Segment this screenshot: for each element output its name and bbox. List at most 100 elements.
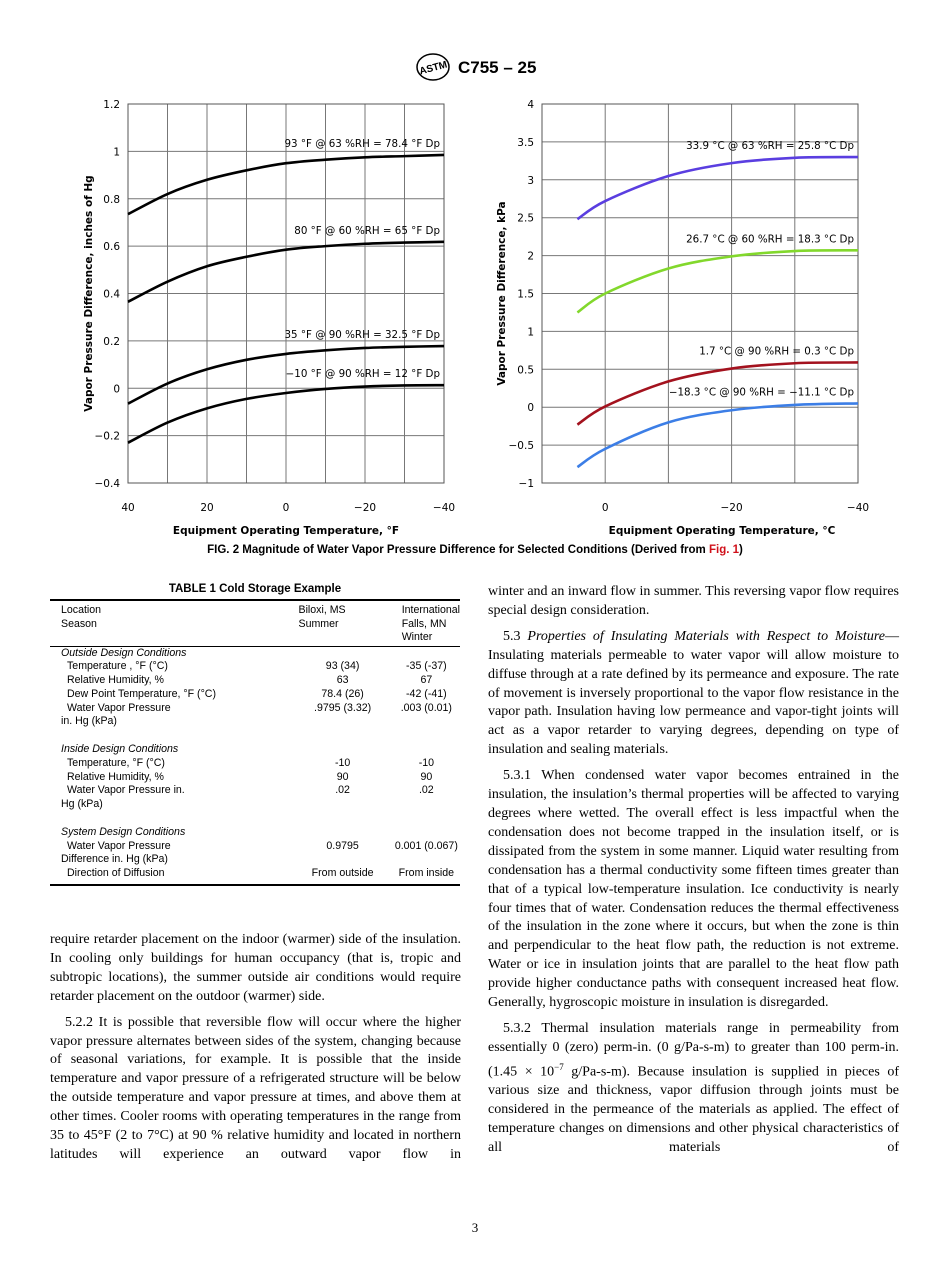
section-title: System Design Conditions [61,825,186,838]
text: g/Pa-s-m). Because insulation is supplie… [488,1064,899,1156]
fig-1-link[interactable]: Fig. 1 [708,544,740,556]
x-tick-label: −20 [721,502,743,514]
document-designation: C755 – 25 [458,58,537,77]
y-tick-label: 1.2 [103,99,120,111]
y-axis-label: Vapor Pressure Difference, inches of Hg [83,175,95,411]
series-line [576,361,859,426]
caption-end: ) [739,544,743,556]
section-title: Outside Design Conditions [61,646,187,659]
header-biloxi: Biloxi, MS [298,604,346,616]
table-row-continuation: in. Hg (kPa) [50,715,460,729]
spacer-row [50,729,460,743]
row-label-continuation: Difference in. Hg (kPa) [61,853,168,866]
y-tick-label: 1 [113,146,120,158]
table-1: TABLE 1 Cold Storage Example Location Sea… [50,583,460,886]
y-tick-label: 0.6 [103,241,120,253]
row-label: Dew Point Temperature, °F (°C) [67,687,216,700]
paragraph-5-3-1: 5.3.1 When condensed water vapor becomes… [488,768,899,1011]
table-row: Water Vapor Pressure .9795 (3.32) .003 (0.… [50,702,460,716]
header-international: International [401,604,460,616]
paragraph-5-3-2: 5.3.2 Thermal insulation materials range… [488,1020,899,1158]
biloxi-value: 63 [336,674,349,687]
table-header-row: Location Season Biloxi, MS Summer Internat… [50,600,460,646]
biloxi-value: -10 [334,756,351,769]
series-label: 80 °F @ 60 %RH = 65 °F Dp [294,225,440,237]
spacer-row [50,812,460,826]
biloxi-value: 0.9795 [326,839,359,852]
header-location: Location [61,604,102,616]
exponent: −7 [554,1061,564,1072]
section-row: Outside Design Conditions [50,646,460,660]
series-line [127,383,445,444]
international-falls-value: .02 [418,784,434,797]
x-axis-label: Equipment Operating Temperature, °C [609,525,836,537]
y-axis-label: Vapor Pressure Difference, kPa [496,201,508,385]
right-text-column: winter and an inward flow in summer. Thi… [488,583,899,1165]
table-row: Dew Point Temperature, °F (°C) 78.4 (26) -… [50,688,460,702]
international-falls-value: -35 (-37) [406,660,447,673]
y-tick-label: 0.2 [103,336,120,348]
row-label: Temperature , °F (°C) [67,660,168,673]
section-number: 5.3 [503,628,528,644]
header-winter: Winter [401,631,433,643]
y-tick-label: −0.2 [95,431,121,443]
international-falls-value: 0.001 (0.067) [394,839,458,852]
y-tick-label: 0.4 [103,289,120,301]
series-line [127,240,445,303]
section-title: Properties of Insulating Materials with … [527,628,886,644]
table-row-continuation: Hg (kPa) [50,798,460,812]
x-tick-label: 40 [121,502,134,514]
biloxi-value: .02 [335,784,350,797]
x-tick-label: 20 [200,502,213,514]
x-tick-label: 0 [602,502,609,514]
paragraph-5-3: 5.3 Properties of Insulating Materials w… [488,628,899,760]
series-label: 26.7 °C @ 60 %RH = 18.3 °C Dp [686,233,854,245]
biloxi-value: 90 [336,770,349,783]
table-row: Water Vapor Pressure in. .02 .02 [50,784,460,798]
table-row: Water Vapor Pressure 0.9795 0.001 (0.067) [50,840,460,854]
paragraph-continuation: winter and an inward flow in summer. Thi… [488,584,899,618]
x-tick-label: −40 [433,502,455,514]
row-label: Water Vapor Pressure [67,839,171,852]
section-body: —Insulating materials permeable to water… [488,628,900,758]
table-row: Relative Humidity, % 63 67 [50,674,460,688]
series-label: −18.3 °C @ 90 %RH = −11.1 °C Dp [669,386,854,398]
section-row: System Design Conditions [50,826,460,840]
row-label-continuation: in. Hg (kPa) [61,715,117,728]
series-label: 35 °F @ 90 %RH = 32.5 °F Dp [284,329,440,341]
series-label: 1.7 °C @ 90 %RH = 0.3 °C Dp [699,345,854,357]
table-row: Temperature , °F (°C) 93 (34) -35 (-37) [50,660,460,674]
y-tick-label: 3 [527,175,534,187]
y-tick-label: −0.4 [95,478,121,490]
table-title: TABLE 1 Cold Storage Example [168,583,342,595]
y-tick-label: 1 [527,326,534,338]
international-falls-value: 90 [420,770,433,783]
plot-frame [541,103,859,484]
plot-frame [127,103,445,484]
y-tick-label: 0 [113,383,120,395]
x-tick-label: −20 [354,502,376,514]
y-tick-label: −1 [519,478,534,490]
y-tick-label: 4 [527,99,534,111]
international-falls-value: From inside [398,867,455,880]
series-label: 93 °F @ 63 %RH = 78.4 °F Dp [284,138,440,150]
spacer-cell [50,812,293,826]
international-falls-value: -42 (-41) [406,687,447,700]
row-label: Relative Humidity, % [67,770,164,783]
section-title: Inside Design Conditions [61,743,179,756]
biloxi-value: 93 (34) [325,660,360,673]
y-tick-label: 0 [527,402,534,414]
series-line [127,153,445,216]
row-label: Temperature, °F (°C) [67,756,165,769]
row-label-continuation: Hg (kPa) [61,798,103,811]
y-tick-label: 0.8 [103,194,120,206]
y-tick-label: 2 [527,251,534,263]
international-falls-value: .003 (0.01) [400,701,452,714]
figure-2-charts: 1.210.80.60.40.20−0.2−0.440 20 0 −20 −40Equi… [83,99,869,537]
spacer-cell [50,729,293,743]
y-tick-label: 2.5 [517,213,534,225]
section-row: Inside Design Conditions [50,743,460,757]
row-label: Relative Humidity, % [67,674,164,687]
y-tick-label: 3.5 [517,137,534,149]
page-number: 3 [471,1220,479,1235]
